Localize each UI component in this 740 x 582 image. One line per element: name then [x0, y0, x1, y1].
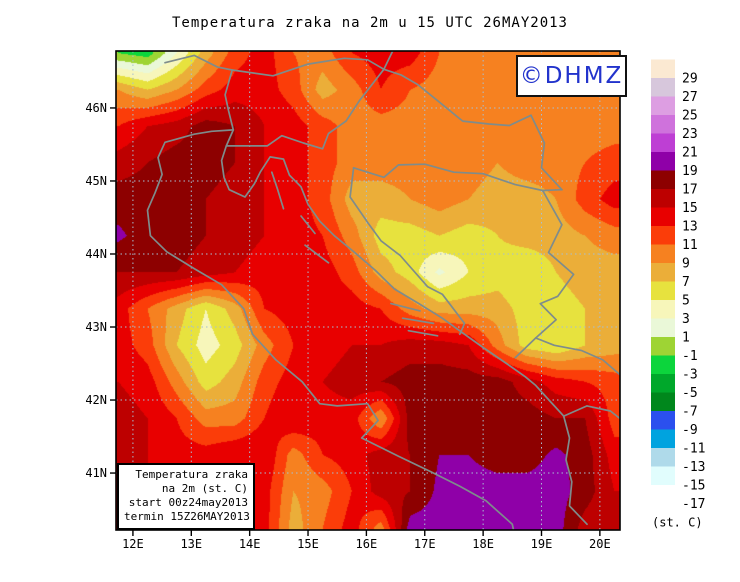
colorbar-swatch: [651, 152, 675, 171]
colorbar-tick-label: 3: [682, 312, 690, 327]
colorbar-tick-label: 29: [682, 72, 698, 87]
colorbar-tick-label: -5: [682, 386, 698, 401]
colorbar-tick-label: -9: [682, 423, 698, 438]
colorbar-swatch: [651, 244, 675, 263]
colorbar-swatch: [651, 78, 675, 97]
colorbar-swatch: [651, 337, 675, 356]
coastline-italy-adriatic-coast: [146, 129, 515, 530]
x-axis-tick-label: 12E: [122, 537, 144, 551]
map-frame: [115, 50, 621, 531]
coastline-border-alps-north: [164, 54, 385, 77]
colorbar-swatch: [651, 115, 675, 134]
colorbar-tick-label: -7: [682, 405, 698, 420]
y-axis-tick-label: 45N: [85, 174, 107, 188]
colorbar-swatch: [651, 355, 675, 374]
coastline-border-drina-east: [514, 189, 575, 359]
colorbar-swatch: [651, 207, 675, 226]
colorbar-unit-label: (st. C): [652, 516, 703, 530]
colorbar-tick-label: 15: [682, 201, 698, 216]
x-axis-tick-label: 19E: [531, 537, 553, 551]
coastline-border-italy-slovenia: [224, 69, 235, 131]
coastline-island-pag: [300, 215, 316, 235]
coastline-island-dugi-otok: [304, 244, 330, 264]
y-axis-tick-label: 41N: [85, 466, 107, 480]
colorbar-swatch: [651, 59, 675, 78]
coastline-island-korcula: [407, 329, 439, 337]
colorbar-tick-label: 9: [682, 257, 690, 272]
colorbar-swatch: [651, 448, 675, 467]
colorbar-tick-label: 23: [682, 127, 698, 142]
page-title: Temperatura zraka na 2m u 15 UTC 26MAY20…: [171, 15, 568, 31]
colorbar-tick-label: 21: [682, 146, 698, 161]
colorbar-tick-label: 7: [682, 275, 690, 290]
colorbar-swatch: [651, 300, 675, 319]
y-axis-tick-label: 46N: [85, 101, 107, 115]
map-info-box: Temperatura zraka na 2m (st. C) start 00…: [117, 463, 255, 530]
info-line-level-unit: na 2m (st. C): [161, 482, 248, 495]
coastline-border-austria-hungary: [383, 51, 394, 71]
colorbar-tick-label: 27: [682, 90, 698, 105]
x-axis-tick-label: 17E: [414, 537, 436, 551]
colorbar-swatch: [651, 392, 675, 411]
x-axis-tick-label: 13E: [180, 537, 202, 551]
colorbar-swatch: [651, 429, 675, 448]
colorbar-tick-label: -15: [682, 479, 705, 494]
x-axis-tick-label: 20E: [589, 537, 611, 551]
dhmz-logo-text: ©DHMZ: [519, 63, 624, 89]
colorbar-swatch: [651, 226, 675, 245]
colorbar-tick-label: 19: [682, 164, 698, 179]
coastline-island-cres: [270, 171, 285, 210]
x-axis-tick-label: 18E: [472, 537, 494, 551]
colorbar-tick-label: 25: [682, 109, 698, 124]
colorbar-swatch: [651, 189, 675, 208]
y-axis-tick-label: 42N: [85, 393, 107, 407]
coastline-island-brac: [390, 302, 421, 312]
coastline-border-croatia-hungary: [383, 68, 532, 127]
colorbar-swatch: [651, 318, 675, 337]
colorbar-swatch: [651, 263, 675, 282]
y-axis-tick-label: 43N: [85, 320, 107, 334]
colorbar-swatch: [651, 96, 675, 115]
colorbar-tick-label: -13: [682, 460, 705, 475]
x-axis-tick-label: 16E: [356, 537, 378, 551]
colorbar-tick-label: 13: [682, 220, 698, 235]
coastline-istria-dalmatia-albania-coast: [220, 129, 588, 526]
info-line-start-time: start 00z24may2013: [128, 496, 248, 509]
x-axis-tick-label: 14E: [239, 537, 261, 551]
colorbar-swatch: [651, 466, 675, 485]
colorbar-tick-label: 1: [682, 331, 690, 346]
colorbar-tick-label: -17: [682, 497, 705, 512]
dhmz-logo-box: ©DHMZ: [516, 55, 627, 97]
coastline-border-albania-inland: [562, 405, 620, 420]
info-line-variable: Temperatura zraka: [135, 468, 248, 481]
colorbar-swatch: [651, 411, 675, 430]
colorbar-tick-label: 17: [682, 183, 698, 198]
coastline-border-bih-west: [349, 166, 466, 336]
colorbar-tick-label: 11: [682, 238, 698, 253]
colorbar-swatch: [651, 485, 675, 504]
colorbar-tick-label: -11: [682, 442, 705, 457]
coastline-border-montenegro-albania: [534, 337, 620, 376]
colorbar-swatch: [651, 374, 675, 393]
temperature-field-canvas: [116, 51, 620, 530]
coastline-border-croatia-serbia: [530, 114, 563, 191]
colorbar-swatch: [651, 281, 675, 300]
coastline-border-sava-bih: [352, 163, 563, 192]
y-axis-tick-label: 44N: [85, 247, 107, 261]
coastline-border-slovenia-croatia: [225, 68, 385, 150]
x-axis-tick-label: 15E: [297, 537, 319, 551]
colorbar-tick-label: -1: [682, 349, 698, 364]
colorbar-tick-label: -3: [682, 368, 698, 383]
colorbar-swatch: [651, 170, 675, 189]
colorbar-tick-label: 5: [682, 294, 690, 309]
coastline-island-hvar: [401, 317, 435, 325]
colorbar-swatch: [651, 133, 675, 152]
info-line-valid-time: termin 15Z26MAY2013: [124, 510, 250, 523]
